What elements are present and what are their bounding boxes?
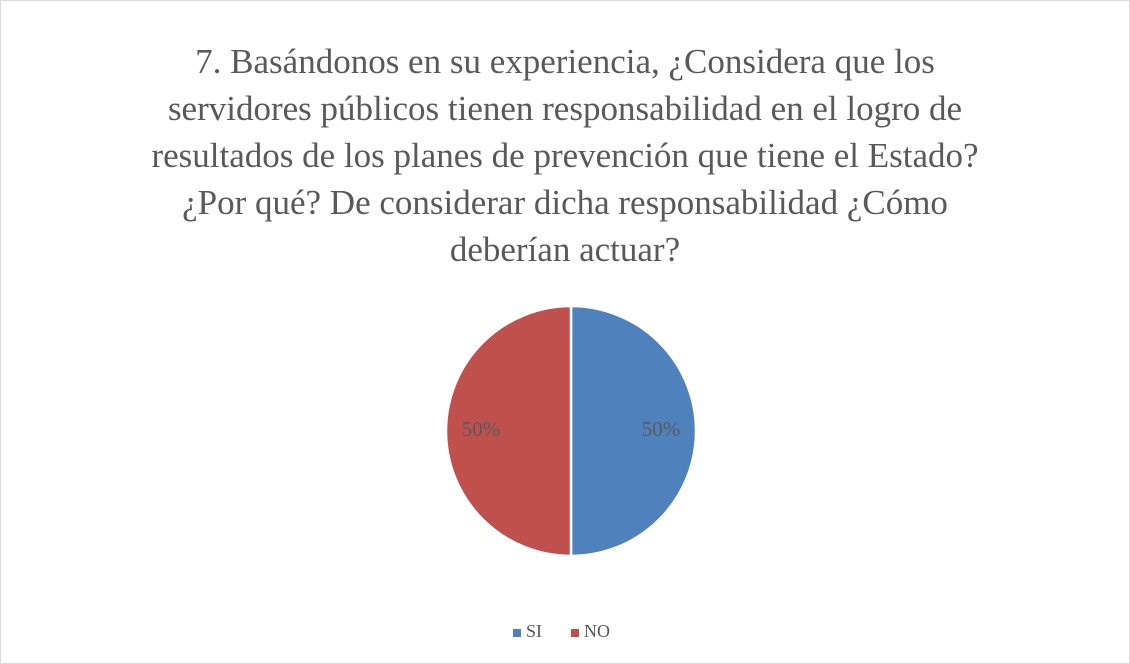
data-label: 50% bbox=[642, 417, 681, 441]
legend-label: NO bbox=[584, 621, 610, 641]
data-label: 50% bbox=[462, 417, 501, 441]
chart-title: 7. Basándonos en su experiencia, ¿Consid… bbox=[151, 42, 979, 269]
legend-marker bbox=[513, 629, 521, 637]
pie-slice bbox=[444, 304, 573, 558]
legend-marker bbox=[571, 629, 579, 637]
pie-slice bbox=[569, 304, 698, 558]
legend-label: SI bbox=[526, 621, 542, 641]
